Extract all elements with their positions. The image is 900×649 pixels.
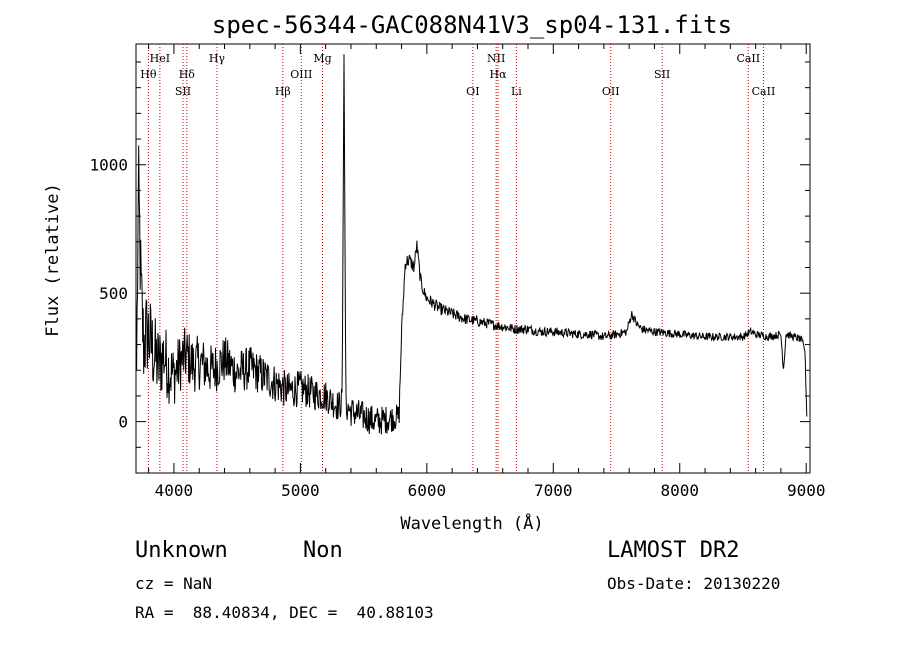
chart-title: spec-56344-GAC088N41V3_sp04-131.fits: [212, 11, 732, 39]
spectral-line-label: Li: [511, 85, 522, 98]
object-subclass: Non: [303, 538, 343, 563]
object-class: Unknown: [135, 538, 228, 563]
spectral-line-label: Hδ: [179, 68, 196, 81]
redshift-cz: cz = NaN: [135, 574, 213, 593]
spectral-line-label: Hγ: [209, 52, 226, 65]
spectral-line-label: SII: [654, 68, 670, 81]
spectral-line-label: OIII: [290, 68, 312, 81]
x-tick-label: 9000: [787, 481, 826, 500]
coordinates: RA = 88.40834, DEC = 40.88103: [135, 603, 434, 622]
x-tick-label: 4000: [155, 481, 194, 500]
y-axis-label: Flux (relative): [43, 183, 63, 337]
y-tick-label: 0: [118, 413, 128, 432]
spectrum-line: [136, 54, 808, 435]
spectral-line-label: Hθ: [140, 68, 157, 81]
y-axis: 0 500 1000: [89, 61, 810, 448]
spectral-line-label: HeI: [150, 52, 170, 65]
x-tick-label: 7000: [534, 481, 573, 500]
x-tick-label: 8000: [660, 481, 699, 500]
obs-date: Obs-Date: 20130220: [607, 574, 781, 593]
spectral-line-label: CaII: [752, 85, 776, 98]
survey-name: LAMOST DR2: [607, 538, 740, 563]
x-tick-label: 6000: [408, 481, 447, 500]
plot-frame: [135, 43, 811, 474]
spectral-line-label: Hβ: [275, 85, 291, 98]
x-tick-label: 5000: [281, 481, 320, 500]
spectral-line-label: OII: [602, 85, 620, 98]
spectral-line-label: Mg: [313, 52, 331, 65]
spectral-line-label: Hα: [490, 68, 508, 81]
spectral-line-label: CaII: [736, 52, 760, 65]
spectral-line-label: OI: [466, 85, 479, 98]
x-axis: 4000 5000 6000 7000 8000 9000: [148, 44, 826, 500]
y-tick-label: 1000: [89, 156, 128, 175]
spectral-line-label: NII: [487, 52, 505, 65]
x-axis-label: Wavelength (Å): [400, 512, 543, 534]
y-tick-label: 500: [99, 284, 128, 303]
spectral-line-label: SII: [175, 85, 191, 98]
